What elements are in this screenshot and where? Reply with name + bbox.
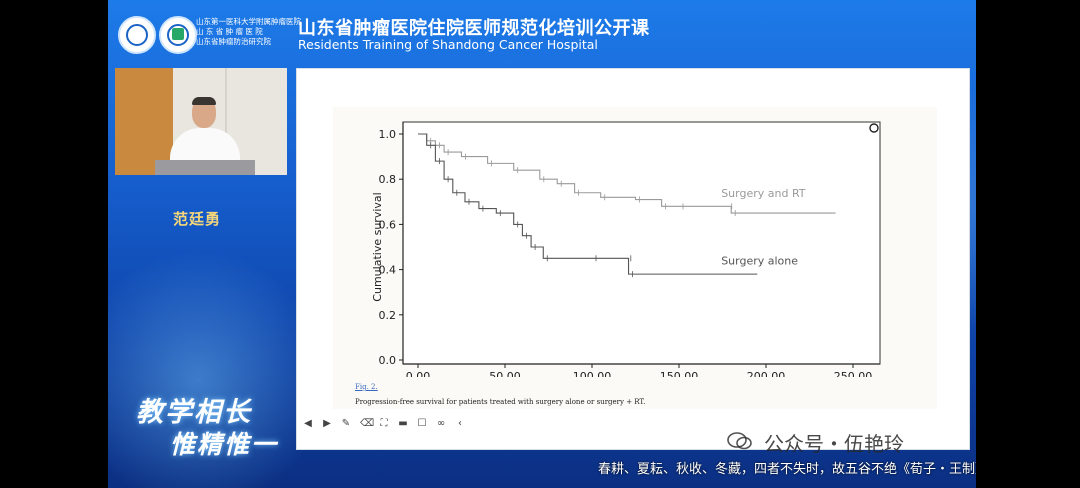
x-tick-label: 150.00 <box>660 370 699 377</box>
institution-names: 山东第一医科大学附属肿瘤医院 山 东 省 肿 瘤 医 院 山东省肿瘤防治研究院 <box>196 17 301 46</box>
left-letterbox <box>0 0 108 488</box>
y-axis-label: Cumulative survival <box>371 192 384 301</box>
hospital-logo-icon <box>159 16 197 54</box>
header: 山东第一医科大学附属肿瘤医院 山 东 省 肿 瘤 医 院 山东省肿瘤防治研究院 … <box>108 0 976 62</box>
comment-icon[interactable]: ☐ <box>417 418 427 429</box>
y-tick-label: 1.0 <box>379 128 397 141</box>
university-logo-icon <box>118 16 156 54</box>
x-tick-label: 0.00 <box>406 370 431 377</box>
y-tick-label: 0.2 <box>379 309 397 322</box>
podium <box>155 160 255 175</box>
eraser-icon[interactable]: ⌫ <box>360 418 375 429</box>
slogan-line-2: 惟精惟一 <box>170 430 279 459</box>
x-tick-label: 250.00 <box>834 370 873 377</box>
x-tick-label: 200.00 <box>747 370 786 377</box>
y-tick-label: 0.6 <box>379 218 397 231</box>
y-tick-label: 0.4 <box>379 264 397 277</box>
slide-toolbar: ◀ ▶ ✎ ⌫ ⛶ ▬ ☐ ∞ ‹ <box>303 417 465 431</box>
corner-badge-icon <box>869 123 879 133</box>
y-tick-label: 0.0 <box>379 354 397 367</box>
prev-icon[interactable]: ◀ <box>304 418 312 429</box>
slogan-line-1: 教学相长 <box>136 397 252 428</box>
x-tick-label: 100.00 <box>573 370 612 377</box>
subtitle-text: 春耕、夏耘、秋收、冬藏，四者不失时，故五谷不绝《荀子・王制》 <box>598 462 976 477</box>
series-line-1 <box>418 133 836 214</box>
figure-link[interactable]: Fig. 2. <box>355 383 378 391</box>
figure-image: 0.0 0.2 0.4 0.6 0.8 1.0 0.00 50.00 100.00 150.00 2… <box>333 107 937 409</box>
lecture-frame: 山东第一医科大学附属肿瘤医院 山 东 省 肿 瘤 医 院 山东省肿瘤防治研究院 … <box>108 0 976 488</box>
series-label: Surgery and RT <box>721 187 806 200</box>
course-title-en: Residents Training of Shandong Cancer Ho… <box>298 37 598 52</box>
wechat-icon <box>727 432 752 450</box>
right-letterbox <box>976 0 1080 488</box>
figure-caption: Progression-free survival for patients t… <box>355 398 646 406</box>
speaker-video <box>115 68 287 175</box>
collapse-icon[interactable]: ‹ <box>458 418 462 429</box>
play-icon[interactable]: ▶ <box>323 418 331 429</box>
pen-icon[interactable]: ✎ <box>341 418 351 429</box>
speaker-name: 范廷勇 <box>173 210 222 228</box>
presentation-slide: 0.0 0.2 0.4 0.6 0.8 1.0 0.00 50.00 100.00 150.00 2… <box>296 68 970 450</box>
select-icon[interactable]: ⛶ <box>380 418 388 429</box>
plot-frame <box>402 121 881 365</box>
video-icon[interactable]: ▬ <box>398 418 408 429</box>
x-tick-label: 50.00 <box>489 370 521 377</box>
y-tick-label: 0.8 <box>379 173 397 186</box>
series-label: Surgery alone <box>721 255 798 268</box>
link-icon[interactable]: ∞ <box>436 418 446 429</box>
watermark-text: 公众号・伍艳玲 <box>764 432 904 456</box>
course-title-cn: 山东省肿瘤医院住院医师规范化培训公开课 <box>298 18 650 39</box>
survival-chart: 0.0 0.2 0.4 0.6 0.8 1.0 0.00 50.00 100.00 150.00 2… <box>371 121 881 377</box>
